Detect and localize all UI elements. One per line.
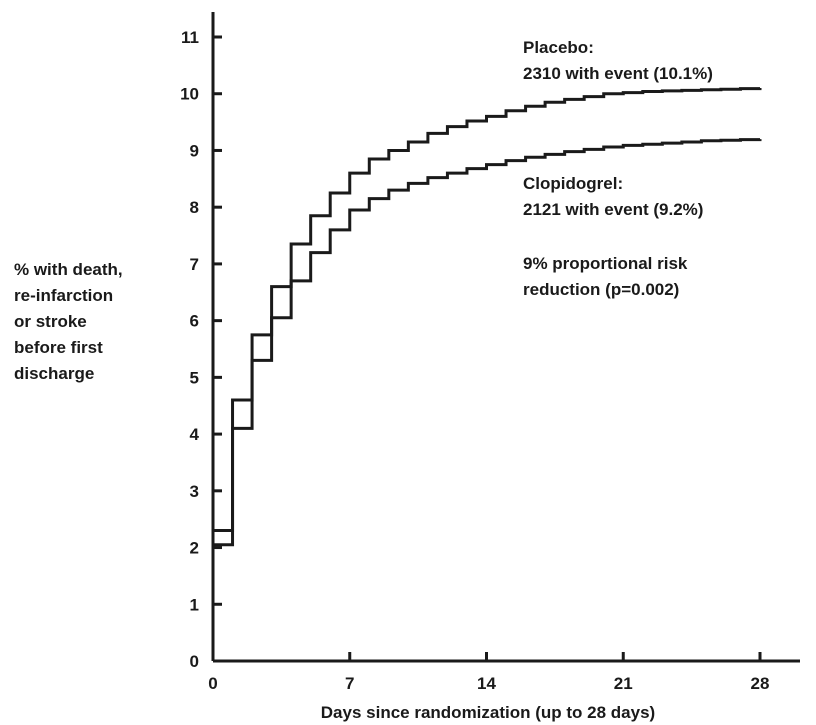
annotation-risk-reduction: 9% proportional risk reduction (p=0.002) (523, 254, 688, 299)
y-tick-label: 9 (190, 141, 199, 160)
x-tick-label: 21 (614, 674, 633, 693)
y-axis-title-line-1: % with death, (14, 260, 123, 279)
x-tick-label: 28 (751, 674, 770, 693)
y-tick-label: 5 (190, 368, 199, 387)
y-axis-title-line-2: re-infarction (14, 286, 113, 305)
x-tick-label: 0 (208, 674, 217, 693)
x-axis-title: Days since randomization (up to 28 days) (321, 703, 655, 722)
annotation-placebo: Placebo: 2310 with event (10.1%) (523, 38, 713, 83)
x-tick-label: 14 (477, 674, 496, 693)
y-axis-title-line-5: discharge (14, 364, 94, 383)
y-tick-label: 11 (181, 28, 199, 47)
annotation-placebo-events: 2310 with event (10.1%) (523, 64, 713, 83)
annotation-clopidogrel: Clopidogrel: 2121 with event (9.2%) (523, 174, 703, 219)
y-axis-title-line-3: or stroke (14, 312, 87, 331)
y-axis-ticks: 0 1 2 3 4 5 6 7 8 9 10 11 (180, 28, 222, 671)
annotation-clopidogrel-name: Clopidogrel: (523, 174, 623, 193)
annotation-risk-line-2: reduction (p=0.002) (523, 280, 679, 299)
y-tick-label: 0 (190, 652, 199, 671)
y-tick-label: 4 (190, 425, 200, 444)
y-tick-label: 8 (190, 198, 199, 217)
series-lines (211, 87, 762, 661)
series-line-placebo (211, 87, 762, 661)
y-axis-title: % with death, re-infarction or stroke be… (14, 260, 123, 383)
y-axis-title-line-4: before first (14, 338, 103, 357)
annotation-risk-line-1: 9% proportional risk (523, 254, 688, 273)
y-tick-label: 1 (190, 595, 199, 614)
x-axis-ticks: 0 7 14 21 28 (208, 652, 769, 693)
y-tick-label: 10 (180, 85, 199, 104)
y-tick-label: 3 (190, 482, 199, 501)
series-line-clopidogrel (211, 138, 762, 661)
annotation-clopidogrel-events: 2121 with event (9.2%) (523, 200, 703, 219)
y-tick-label: 6 (190, 312, 199, 331)
y-tick-label: 2 (190, 539, 199, 558)
plot-area: 0 1 2 3 4 5 6 7 8 9 10 11 0 7 14 21 28 (180, 12, 800, 693)
y-tick-label: 7 (190, 255, 199, 274)
x-tick-label: 7 (345, 674, 354, 693)
annotation-placebo-name: Placebo: (523, 38, 594, 57)
